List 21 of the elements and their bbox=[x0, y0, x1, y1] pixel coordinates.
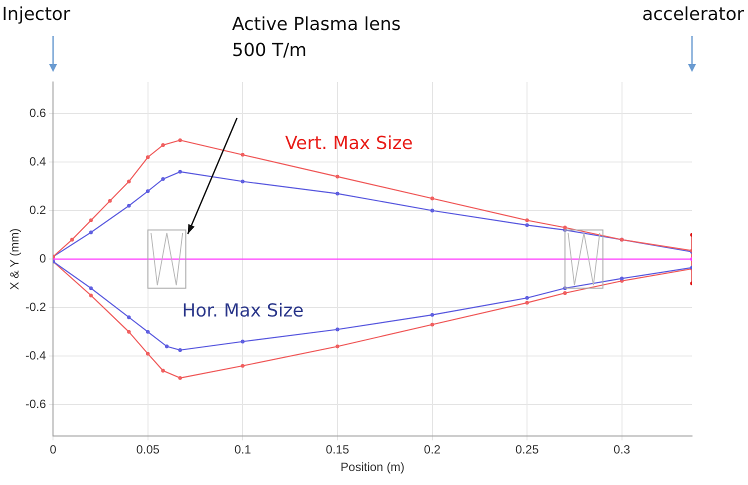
x-tick-label: 0.05 bbox=[136, 442, 160, 457]
y-tick-label: -0.2 bbox=[25, 300, 46, 314]
y-tick-label: 0.2 bbox=[29, 202, 46, 217]
y-tick-label: 0 bbox=[39, 251, 46, 266]
x-tick-label: 0 bbox=[50, 442, 57, 457]
x-axis-title: Position (m) bbox=[340, 460, 405, 474]
x-tick-label: 0.15 bbox=[326, 442, 350, 457]
x-tick-label: 0.25 bbox=[515, 442, 540, 457]
x-tick-label: 0.3 bbox=[614, 442, 631, 457]
text: Active Plasma lens 500 T/m bbox=[232, 13, 401, 63]
y-tick-label: 0.6 bbox=[29, 106, 46, 120]
series-label: Hor. Max Size bbox=[182, 300, 304, 322]
text: Injector bbox=[2, 3, 70, 27]
y-tick-label: -0.6 bbox=[25, 396, 46, 411]
y-axis-title: X & Y (mm) bbox=[8, 228, 22, 290]
series-label: Vert. Max Size bbox=[285, 132, 413, 154]
y-tick-label: -0.4 bbox=[25, 348, 46, 362]
y-tick-label: 0.4 bbox=[29, 154, 46, 168]
x-tick-label: 0.1 bbox=[234, 442, 252, 457]
x-tick-label: 0.2 bbox=[424, 442, 441, 457]
text: accelerator bbox=[642, 3, 744, 27]
